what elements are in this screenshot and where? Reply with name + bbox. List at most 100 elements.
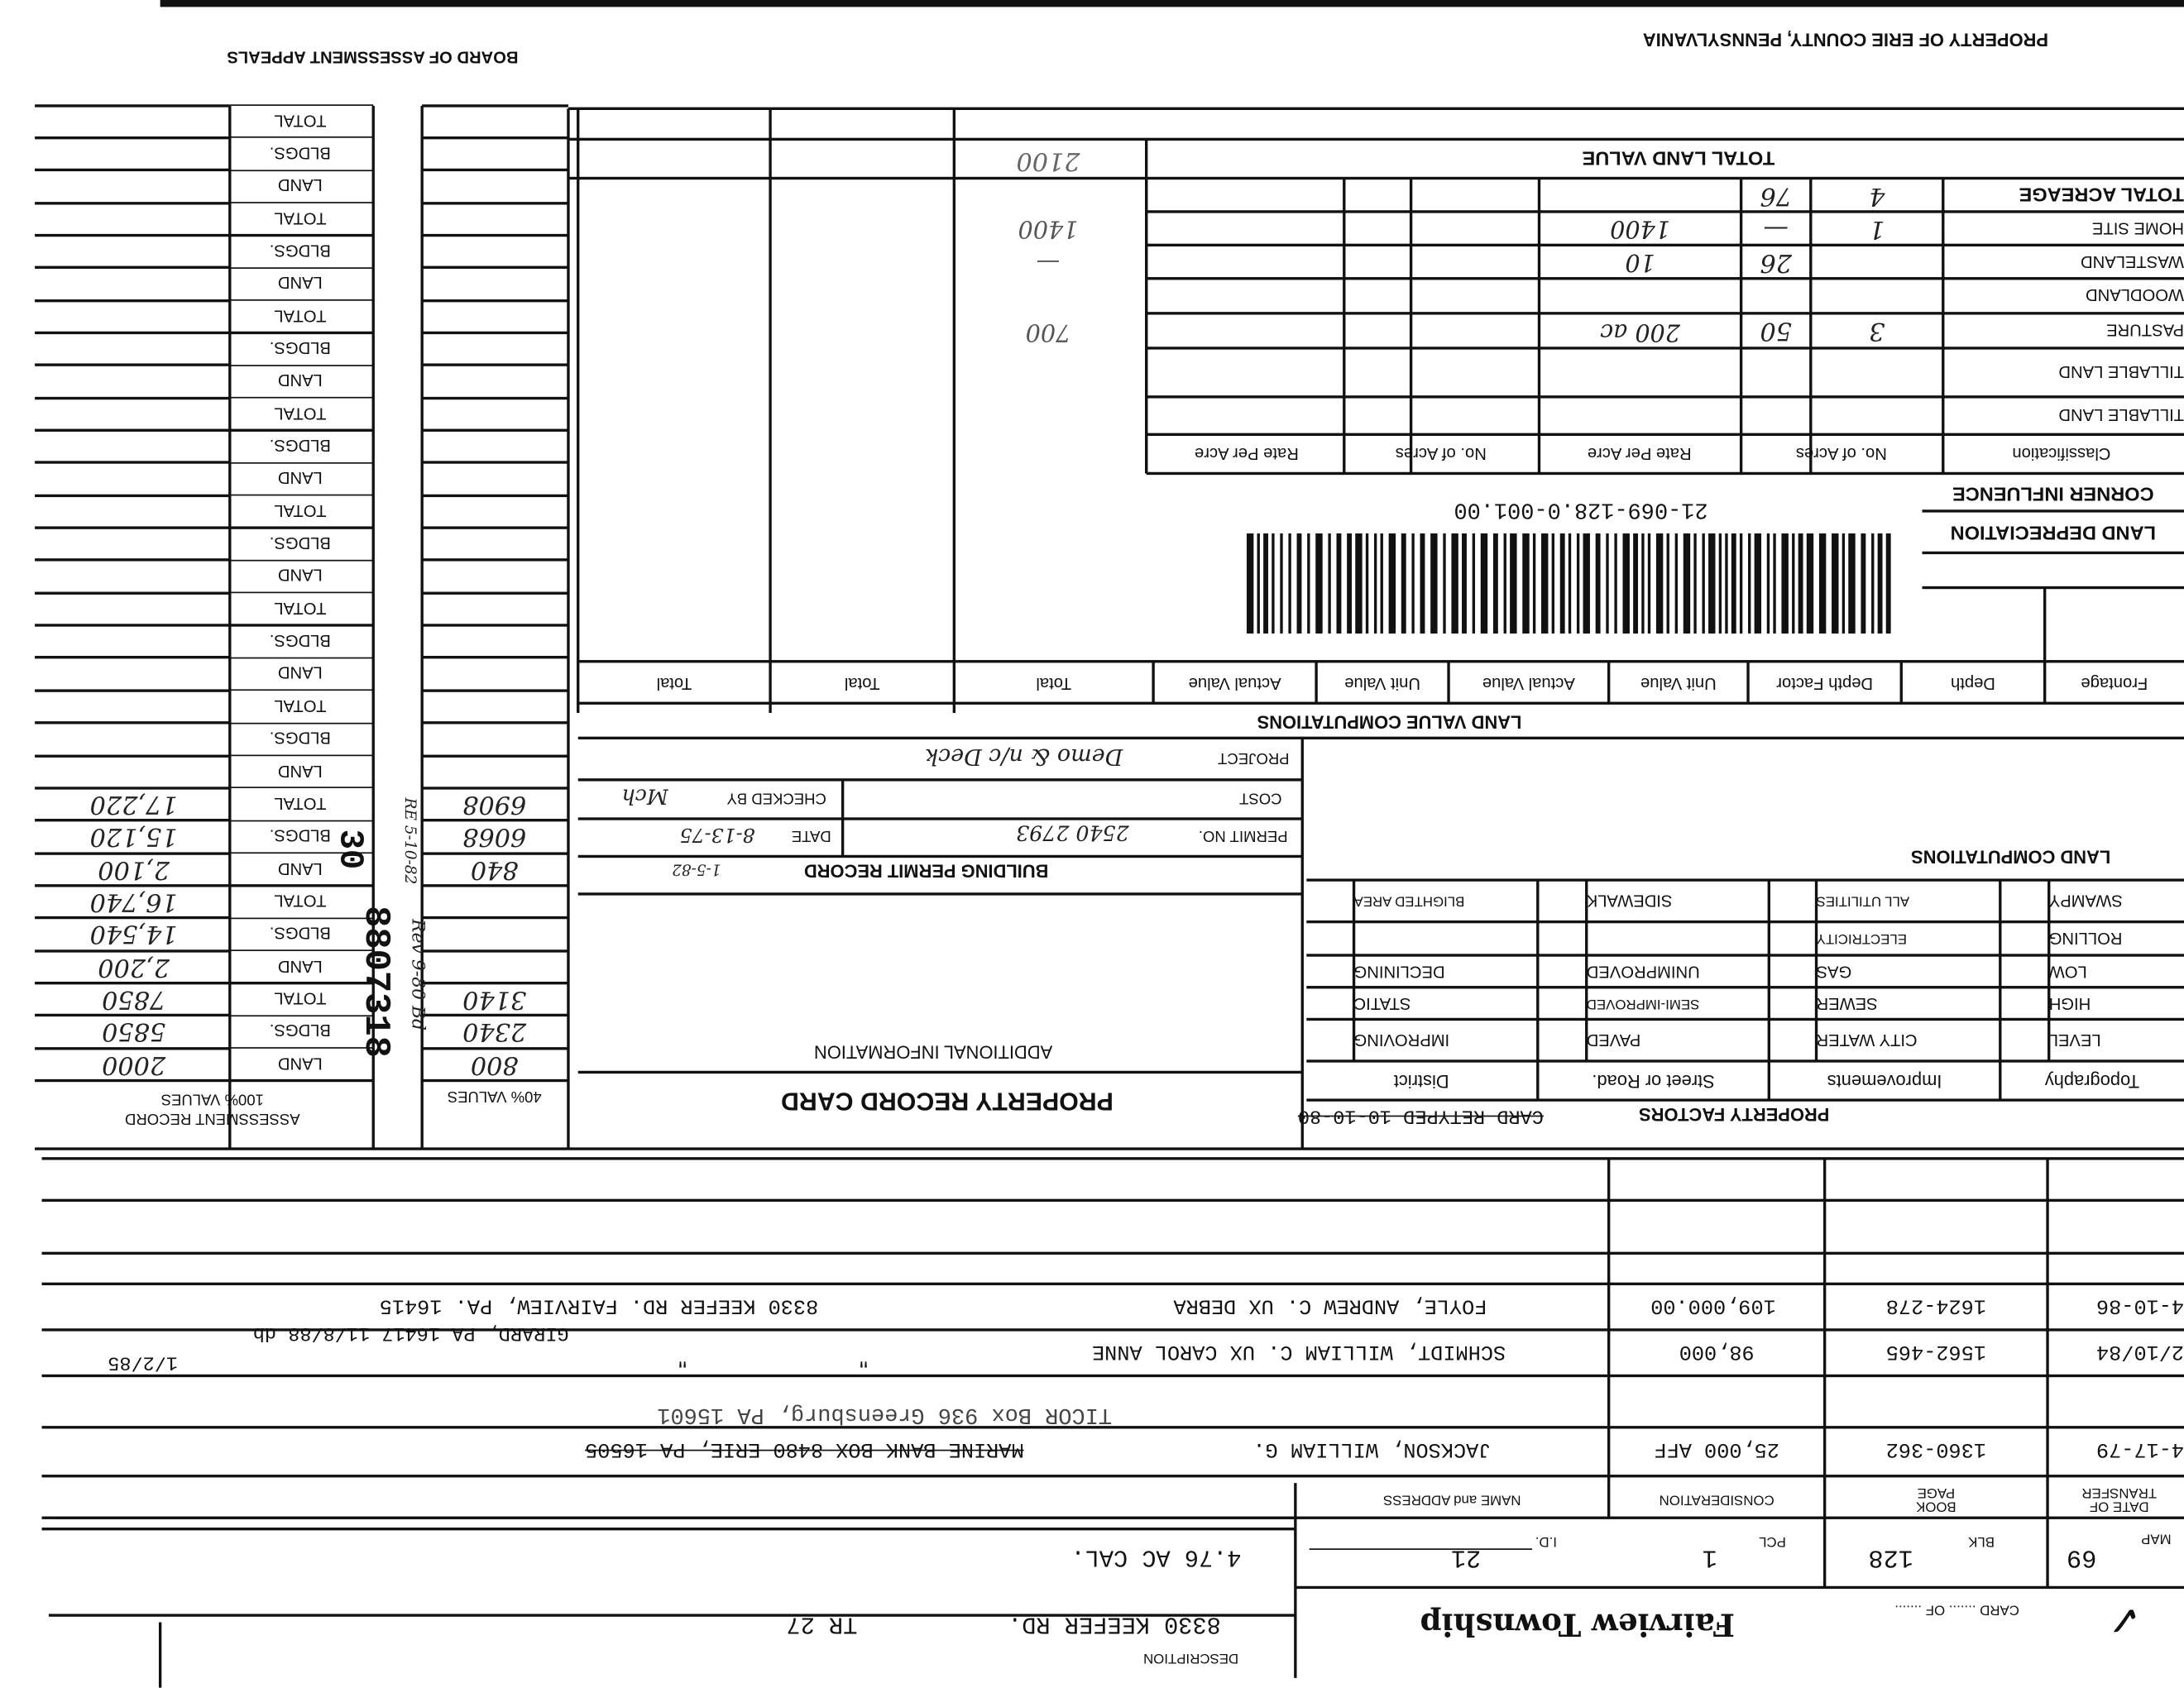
assessment-40-value: 6068	[462, 822, 527, 852]
barcode-bar	[1842, 533, 1846, 634]
rule-line	[35, 591, 230, 595]
barcode-bar	[1595, 533, 1601, 634]
barcode-bar	[1606, 533, 1609, 634]
rule-line	[1999, 1060, 2001, 1101]
classification-header: Classification	[2012, 444, 2111, 464]
barcode-bar	[1818, 533, 1827, 634]
barcode	[1246, 533, 1891, 634]
assessment-row-label: LAND	[277, 371, 323, 391]
rule-line	[41, 1328, 2184, 1332]
date-label: DATE	[791, 827, 831, 845]
barcode-bar	[1388, 533, 1396, 634]
barcode-bar	[1576, 533, 1580, 634]
barcode-bar	[1336, 533, 1342, 634]
ditto-mark: "	[676, 1346, 689, 1370]
rule-line	[422, 266, 568, 270]
assessment-40-value: 2340	[462, 1017, 527, 1047]
assessment-row-label: TOTAL	[274, 111, 327, 132]
rule-line	[953, 108, 956, 714]
rule-line	[35, 396, 230, 399]
transfer-name: FOYLE, ANDREW C. UX DEBRA	[1173, 1293, 1487, 1318]
rule-line	[577, 854, 1303, 858]
rule-line	[41, 1426, 2184, 1429]
assessment-40-value	[426, 268, 563, 300]
rule-line	[229, 1014, 374, 1016]
checked-by-label: CHECKED BY	[726, 790, 826, 807]
barcode-bar	[1806, 533, 1814, 634]
rule-line	[160, 0, 2184, 7]
rule-line	[422, 753, 568, 758]
barcode-bar	[1655, 533, 1664, 634]
rule-line	[229, 136, 374, 139]
barcode-bar	[1288, 533, 1291, 634]
assessment-row-label: TOTAL	[274, 696, 327, 716]
rule-line	[568, 108, 2184, 110]
permit-no-label: PERMIT NO.	[1198, 827, 1288, 845]
rule-line	[1146, 347, 2184, 350]
land-classification-label: HOME SITE	[2091, 218, 2184, 238]
land-value-computations-title: LAND VALUE COMPUTATIONS	[1257, 712, 1522, 734]
book-page-header: BOOK PAGE	[1916, 1484, 1956, 1514]
rule-line	[1146, 312, 2184, 315]
property-factor-item: CITY WATER	[1816, 1030, 1918, 1051]
land-classification-label: WOODLAND	[2086, 286, 2184, 306]
building-permit-title: BUILDING PERMIT RECORD	[803, 861, 1049, 882]
rule-line	[1538, 178, 1540, 474]
rule-line	[422, 103, 568, 107]
rule-line	[41, 1475, 2184, 1478]
rule-line	[35, 1046, 230, 1050]
assessment-40-value	[426, 528, 563, 560]
rule-line	[35, 299, 230, 302]
land-acres	[1811, 397, 1943, 434]
barcode-bar	[1492, 533, 1498, 634]
date-of-transfer-header: DATE OF TRANSFER	[2081, 1484, 2158, 1514]
land-classification-label: TILLABLE LAND	[2058, 362, 2184, 383]
rule-line	[422, 201, 568, 204]
rule-line	[35, 624, 230, 627]
property-factor-item: UNIMPROVED	[1586, 962, 1700, 982]
transfer-address: 8330 KEEFER RD. FAIRVIEW, PA. 16415	[379, 1293, 819, 1318]
pcl-value: 1	[1702, 1542, 1717, 1571]
assessment-row-label: BLDGS.	[269, 533, 331, 554]
computation-header: Total	[844, 673, 880, 694]
assessment-row-label: LAND	[277, 761, 323, 782]
computation-header: Frontage	[2081, 673, 2148, 694]
property-factor-item: ROLLING	[2048, 929, 2123, 949]
rule-line	[229, 299, 374, 302]
rule-line	[229, 721, 374, 724]
property-factor-item: SWAMPY	[2048, 892, 2123, 911]
land-rate	[1539, 279, 1741, 313]
property-factor-header: Street or Road.	[1592, 1070, 1715, 1093]
project-value: Demo & n/c Deck	[924, 744, 1123, 771]
rule-line	[35, 266, 230, 270]
property-factor-item: DECLINING	[1353, 962, 1445, 982]
assessment-value: 7850	[102, 985, 166, 1015]
assessment-value	[42, 366, 226, 398]
rule-line	[229, 461, 374, 464]
assessment-row-label: BLDGS.	[269, 631, 331, 652]
assessment-value	[42, 170, 226, 203]
barcode-bar	[1462, 533, 1467, 634]
rule-line	[422, 1046, 568, 1050]
rule-line	[422, 851, 568, 855]
barcode-bar	[1451, 533, 1458, 634]
assessment-40-value	[426, 755, 563, 787]
rule-line	[159, 1622, 161, 1688]
rule-line	[422, 169, 568, 172]
rule-line	[35, 169, 230, 172]
barcode-bar	[1748, 533, 1751, 634]
rule-line	[229, 852, 374, 854]
property-factor-item: GAS	[1816, 962, 1852, 982]
no-acres-header-2: No. of Acres	[1395, 444, 1487, 464]
barcode-bar	[1263, 533, 1269, 634]
computation-header: Actual Value	[1188, 673, 1281, 694]
barcode-bar	[1792, 533, 1795, 634]
land-rate: 10	[1625, 248, 1655, 277]
rule-line	[1306, 877, 2184, 882]
transfer-name: JACKSON, WILLIAM G.	[1252, 1437, 1492, 1462]
rule-line	[1999, 880, 2001, 1061]
barcode-bar	[1877, 533, 1883, 634]
land-acres	[1811, 279, 1943, 313]
assessment-row-label: TOTAL	[274, 306, 327, 327]
